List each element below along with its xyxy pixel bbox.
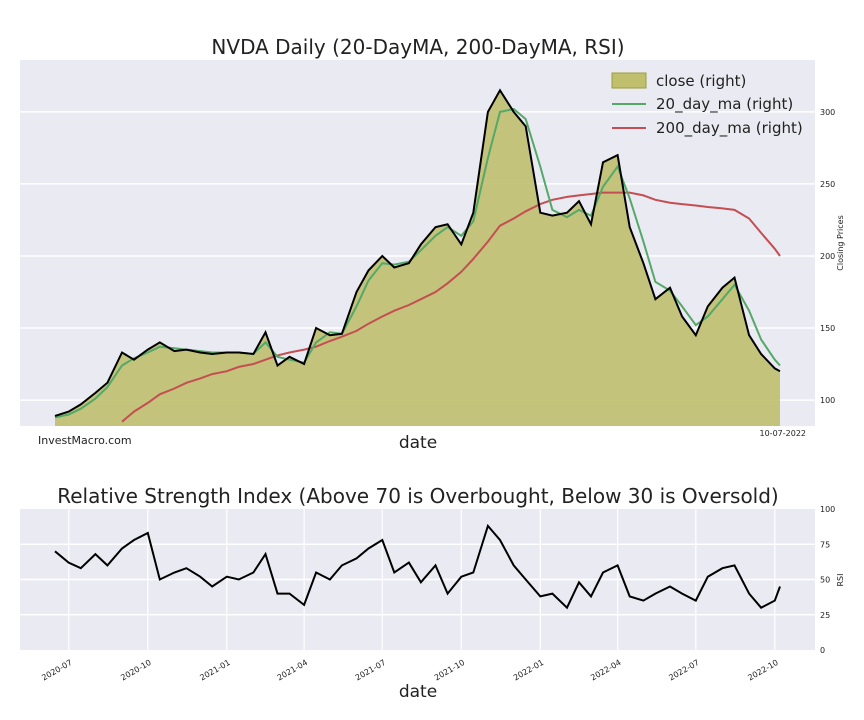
legend-label-ma200: 200_day_ma (right)	[656, 119, 803, 138]
legend-label-ma20: 20_day_ma (right)	[656, 95, 793, 114]
price-y-tick-label: 250	[820, 180, 835, 189]
rsi-y-tick-label: 100	[820, 505, 835, 514]
rsi-x-tick-label: 2020-07	[40, 658, 73, 683]
price-y-tick-label: 100	[820, 396, 835, 405]
rsi-chart: Relative Strength Index (Above 70 is Ove…	[20, 484, 845, 702]
price-x-axis-label: date	[399, 433, 437, 453]
rsi-series-line	[54, 523, 781, 610]
price-y-tick-labels: 100 150 200 250 300	[820, 108, 835, 405]
rsi-y-tick-label: 75	[820, 540, 830, 549]
rsi-x-tick-label: 2021-04	[276, 658, 309, 683]
legend-label-close: close (right)	[656, 72, 746, 90]
rsi-y-tick-label: 50	[820, 576, 830, 585]
last-date-label: 10-07-2022	[760, 429, 807, 438]
rsi-x-tick-label: 2020-10	[119, 658, 152, 683]
rsi-x-tick-labels: 2020-07 2020-10 2021-01 2021-04 2021-07 2021-…	[40, 658, 780, 683]
watermark-text: InvestMacro.com	[38, 434, 132, 447]
ma20-series-line	[54, 107, 781, 419]
price-legend: close (right) 20_day_ma (right) 200_day_…	[611, 72, 803, 138]
ma200-series-line	[121, 191, 781, 423]
rsi-y-tick-label: 25	[820, 611, 830, 620]
rsi-y-tick-label: 0	[820, 646, 825, 655]
close-series-line	[54, 88, 781, 417]
rsi-x-tick-label: 2021-07	[354, 658, 387, 683]
price-y-tick-label: 150	[820, 324, 835, 333]
price-y-axis-label: Closing Prices	[836, 215, 845, 270]
rsi-x-tick-label: 2022-10	[746, 658, 779, 683]
rsi-x-axis-label: date	[399, 682, 437, 702]
rsi-x-tick-label: 2021-01	[198, 658, 231, 683]
rsi-x-tick-label: 2021-10	[433, 658, 466, 683]
rsi-x-tick-label: 2022-07	[667, 658, 700, 683]
close-area-fill	[55, 90, 780, 427]
rsi-y-axis-label: RSI	[836, 574, 845, 587]
rsi-x-tick-label: 2022-01	[512, 658, 545, 683]
price-y-tick-label: 300	[820, 108, 835, 117]
price-y-tick-label: 200	[820, 252, 835, 261]
rsi-y-tick-labels: 0 25 50 75 100	[820, 505, 835, 655]
legend-swatch-close	[611, 72, 647, 89]
price-chart-title: NVDA Daily (20-DayMA, 200-DayMA, RSI)	[211, 35, 624, 59]
price-chart: NVDA Daily (20-DayMA, 200-DayMA, RSI) 10…	[20, 35, 845, 453]
rsi-x-tick-label: 2022-04	[589, 658, 622, 683]
rsi-chart-title: Relative Strength Index (Above 70 is Ove…	[57, 484, 778, 508]
